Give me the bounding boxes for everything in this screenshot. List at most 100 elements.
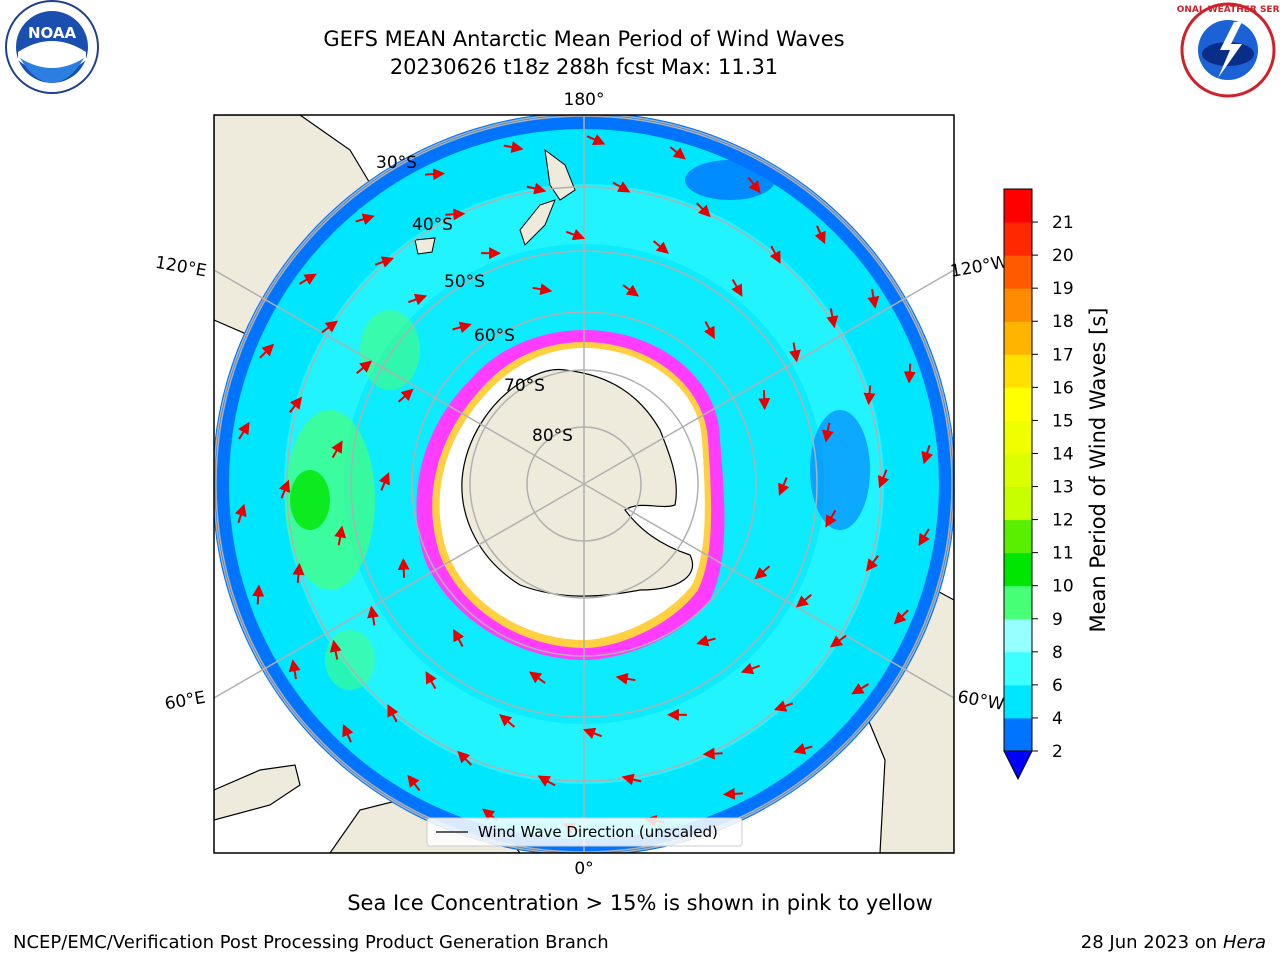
wind-wave-arrow (367, 605, 380, 626)
wind-wave-arrow (537, 775, 556, 787)
wind-wave-arrow (696, 634, 716, 647)
wind-wave-arrow (754, 565, 771, 580)
wind-wave-arrow (788, 342, 801, 363)
lat-label-60s: 60°S (474, 326, 515, 346)
wind-wave-arrow (821, 422, 834, 443)
wind-wave-arrow (747, 176, 761, 194)
wind-wave-arrow (865, 554, 879, 572)
noaa-text: NOAA (28, 24, 77, 42)
wind-wave-arrow (397, 388, 414, 403)
nws-text: NATIONAL WEATHER SERVICE (1176, 5, 1280, 15)
wind-wave-arrow (826, 308, 839, 329)
wind-wave-arrow (289, 396, 303, 414)
wind-wave-arrow (355, 213, 375, 225)
lat-label-80s: 80°S (532, 426, 573, 446)
wind-wave-arrow (778, 477, 790, 496)
map-legend: Wind Wave Direction (unscaled) (426, 817, 743, 847)
lon-label-120e: 120°E (154, 253, 208, 282)
wind-wave-arrow (387, 704, 399, 723)
wind-wave-arrow (288, 659, 301, 680)
wind-wave-arrow (903, 363, 916, 384)
lat-label-30s: 30°S (376, 153, 417, 173)
wind-wave-arrow (863, 385, 876, 406)
wind-wave-arrow (703, 321, 715, 340)
footer-date: 28 Jun 2023 on (1080, 932, 1218, 953)
wind-wave-arrow (425, 671, 437, 690)
lon-label-60e: 60°E (163, 688, 207, 715)
meridian-lines (214, 115, 954, 853)
wind-wave-arrow (356, 360, 373, 374)
wind-wave-arrow (526, 182, 547, 195)
wind-wave-arrow (565, 228, 586, 241)
wind-wave-arrow (793, 743, 813, 755)
wind-wave-arrow (292, 562, 305, 583)
wind-wave-arrow (278, 479, 291, 499)
wind-wave-arrow (758, 390, 771, 411)
wind-wave-arrow (334, 525, 347, 546)
landmass-new-zealand (519, 148, 576, 246)
wind-wave-arrow (532, 283, 553, 296)
noaa-logo: NOAA (5, 0, 99, 94)
sea-ice-caption: Sea Ice Concentration > 15% is shown in … (347, 891, 933, 915)
wind-wave-arrow (722, 787, 743, 800)
wind-wave-arrow (622, 284, 640, 297)
wind-wave-arrow (918, 528, 930, 547)
wind-wave-arrow (445, 208, 466, 221)
nws-logo: NATIONAL WEATHER SERVICE (1176, 2, 1280, 98)
landmass-madagascar (214, 764, 301, 821)
wind-wave-arrow (374, 256, 395, 268)
wind-wave-arrow (669, 146, 686, 160)
wind-wave-arrow (299, 273, 317, 285)
wind-wave-arrow (740, 662, 761, 675)
lat-label-40s: 40°S (412, 215, 453, 235)
wind-wave-arrow (877, 469, 890, 489)
wind-wave-arrow (453, 628, 465, 647)
wind-wave-arrow (259, 343, 275, 359)
wind-wave-arrow (921, 444, 933, 465)
wind-wave-arrow (582, 727, 603, 740)
wind-wave-arrow (378, 472, 390, 491)
footer-host: Hera (1222, 932, 1266, 953)
wind-wave-arrow (499, 714, 516, 728)
map-title: GEFS MEAN Antarctic Mean Period of Wind … (323, 27, 845, 51)
wind-wave-arrow (331, 440, 343, 459)
wind-wave-arrow (397, 557, 410, 578)
wind-wave-arrow (235, 503, 247, 524)
wind-wave-arrow (695, 202, 711, 218)
landmass-tasmania (414, 237, 436, 255)
wind-wave-arrow (586, 134, 606, 145)
lon-label-120w: 120°W (949, 252, 1010, 282)
wind-wave-arrow (457, 750, 473, 766)
lon-label-0: 0° (574, 859, 593, 879)
wind-wave-arrow (321, 320, 339, 334)
wind-wave-arrow (528, 671, 546, 684)
wind-wave-arrow (252, 584, 265, 605)
wind-wave-arrow (425, 168, 446, 181)
wind-wave-arrow (769, 245, 781, 264)
wind-wave-arrow (407, 774, 421, 792)
lon-label-60w: 60°W (956, 687, 1006, 715)
legend-label: Wind Wave Direction (unscaled) (478, 823, 718, 841)
wind-wave-arrow (407, 293, 428, 306)
lon-label-180: 180° (564, 90, 605, 110)
landmass-antarctica (461, 368, 694, 597)
wind-wave-arrow (893, 609, 909, 625)
wind-wave-arrow (621, 773, 642, 786)
wind-wave-arrow (342, 723, 354, 743)
footer-timestamp: 28 Jun 2023 on Hera (1081, 932, 1266, 953)
map-frame (213, 114, 955, 854)
lat-label-70s: 70°S (504, 376, 545, 396)
wind-wave-arrow (452, 321, 472, 334)
map-subtitle: 20230626 t18z 288h fcst Max: 11.31 (389, 55, 779, 79)
wind-wave-arrow (652, 240, 669, 254)
wind-wave-arrow (773, 700, 794, 712)
wind-wave-arrow (829, 634, 847, 648)
footer-credit: NCEP/EMC/Verification Post Processing Pr… (13, 932, 609, 953)
wind-wave-arrow (238, 421, 250, 440)
wind-wave-arrow (615, 672, 636, 685)
wind-wave-arrow (825, 509, 837, 528)
wind-wave-arrow (503, 141, 524, 153)
lat-label-50s: 50°S (444, 272, 485, 292)
wind-wave-arrow (612, 181, 631, 193)
